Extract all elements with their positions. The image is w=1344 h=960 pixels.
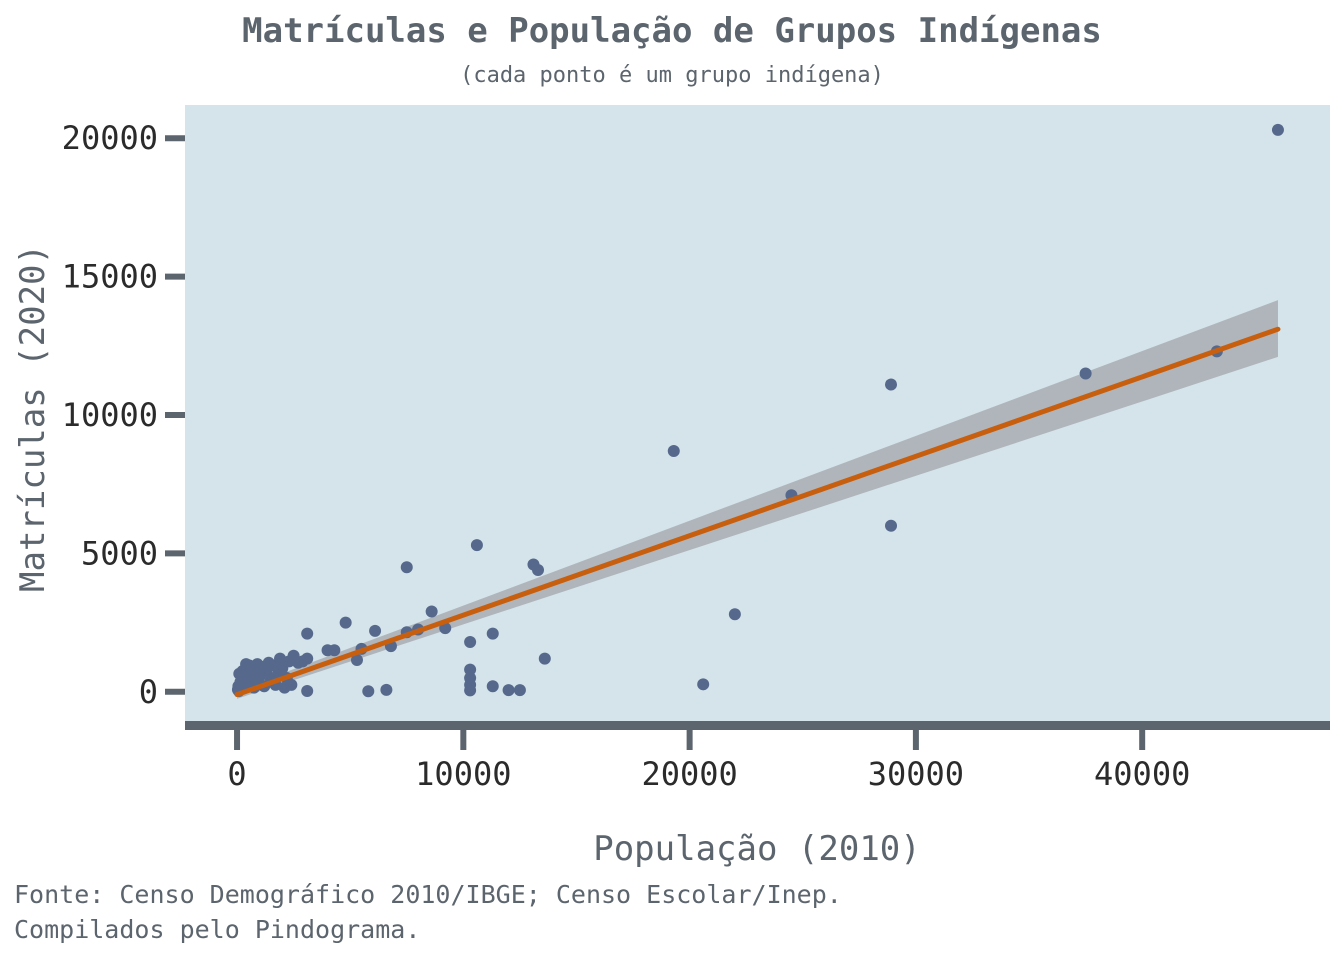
confidence-band-area <box>237 300 1278 699</box>
y-axis: 0 5000 10000 15000 20000 <box>62 119 185 711</box>
y-tick-label: 0 <box>139 673 158 711</box>
data-point <box>728 608 741 621</box>
data-point <box>350 653 363 666</box>
data-point <box>502 684 515 697</box>
data-point <box>667 444 680 457</box>
data-point <box>464 684 477 697</box>
x-axis: 0 10000 20000 30000 40000 <box>227 730 1190 793</box>
x-tick-label: 20000 <box>641 755 737 793</box>
confidence-band <box>237 300 1278 699</box>
data-point <box>321 644 334 657</box>
data-point <box>380 683 393 696</box>
y-tick-label: 10000 <box>62 396 158 434</box>
data-point <box>400 561 413 574</box>
data-point <box>339 616 352 629</box>
data-point <box>486 627 499 640</box>
data-point <box>1079 367 1092 380</box>
trend-line-layer <box>234 326 1281 698</box>
data-point <box>885 519 898 532</box>
data-point <box>1271 123 1284 136</box>
y-axis-title: Matrículas (2020) <box>13 244 53 592</box>
chart-subtitle: (cada ponto é um grupo indígena) <box>460 63 884 88</box>
data-point <box>538 652 551 665</box>
data-point <box>278 681 291 694</box>
data-point <box>301 684 314 697</box>
data-point <box>527 558 540 571</box>
y-tick-label: 20000 <box>62 119 158 157</box>
data-point <box>464 635 477 648</box>
x-tick-label: 40000 <box>1094 755 1190 793</box>
chart-title: Matrículas e População de Grupos Indígen… <box>242 11 1102 51</box>
x-tick-label: 0 <box>227 755 246 793</box>
x-tick-label: 30000 <box>868 755 964 793</box>
data-point <box>885 378 898 391</box>
plot-panel <box>185 105 1330 725</box>
caption-line-2: Compilados pelo Pindograma. <box>14 915 420 944</box>
data-point <box>513 684 526 697</box>
data-point <box>470 539 483 552</box>
x-axis-title: População (2010) <box>593 829 921 869</box>
data-point <box>464 663 477 676</box>
x-axis-bar <box>185 721 1330 730</box>
y-tick-label: 5000 <box>81 534 158 572</box>
data-point <box>697 678 710 691</box>
x-tick-label: 10000 <box>415 755 511 793</box>
data-point <box>425 605 438 618</box>
data-point <box>362 685 375 698</box>
data-point <box>233 667 246 680</box>
caption-line-1: Fonte: Censo Demográfico 2010/IBGE; Cens… <box>14 880 842 909</box>
data-point <box>486 680 499 693</box>
trend-line <box>234 326 1281 698</box>
data-point <box>301 627 314 640</box>
data-point <box>369 624 382 637</box>
y-tick-label: 15000 <box>62 258 158 296</box>
